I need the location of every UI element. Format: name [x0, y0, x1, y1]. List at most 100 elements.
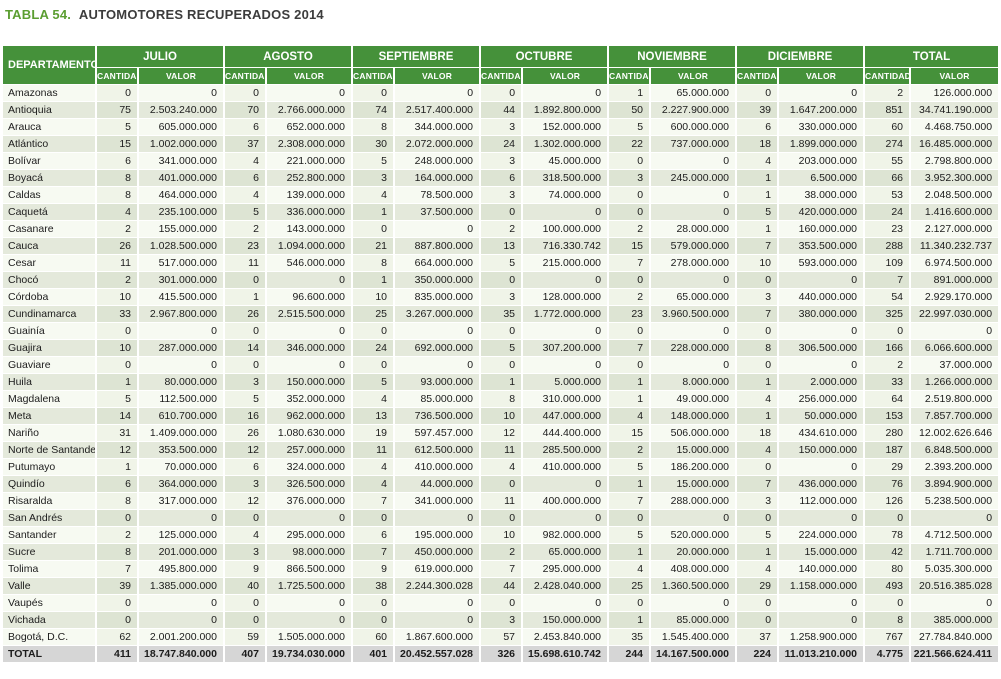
valor-cell: 0	[523, 204, 608, 220]
valor-cell: 112.500.000	[139, 391, 223, 407]
valor-cell: 307.200.000	[523, 340, 608, 356]
cantidad-cell: 0	[481, 85, 522, 101]
cantidad-cell: 0	[865, 510, 910, 526]
cantidad-cell: 16	[225, 408, 265, 424]
cantidad-cell: 6	[481, 170, 522, 186]
cantidad-cell: 11	[353, 442, 394, 458]
cantidad-cell: 0	[609, 187, 650, 203]
cantidad-cell: 4	[737, 561, 778, 577]
cantidad-cell: 0	[353, 595, 394, 611]
table-row: Bogotá, D.C. 62 2.001.200.000 59 1.505.000.0…	[3, 629, 999, 645]
cantidad-cell: 6	[353, 527, 394, 543]
valor-cell: 228.000.000	[651, 340, 736, 356]
department-cell: Guaviare	[3, 357, 95, 373]
valor-cell: 982.000.000	[523, 527, 608, 543]
cantidad-cell: 5	[481, 255, 522, 271]
valor-cell: 610.700.000	[139, 408, 223, 424]
cantidad-cell: 280	[865, 425, 910, 441]
valor-cell: 0	[139, 510, 223, 526]
cantidad-cell: 24	[353, 340, 394, 356]
department-cell: Meta	[3, 408, 95, 424]
cantidad-cell: 57	[481, 629, 522, 645]
cantidad-cell: 0	[609, 357, 650, 373]
valor-cell: 835.000.000	[395, 289, 480, 305]
department-cell: Risaralda	[3, 493, 95, 509]
valor-cell: 50.000.000	[779, 408, 864, 424]
valor-cell: 1.158.000.000	[779, 578, 864, 594]
valor-cell: 962.000.000	[267, 408, 352, 424]
valor-cell: 0	[395, 612, 480, 628]
cantidad-cell: 39	[97, 578, 137, 594]
valor-cell: 150.000.000	[779, 442, 864, 458]
cantidad-cell: 2	[865, 357, 910, 373]
table-row: Nariño 31 1.409.000.000 26 1.080.630.000 19 59…	[3, 425, 999, 441]
cantidad-cell: 3	[481, 612, 522, 628]
cantidad-cell: 0	[225, 510, 265, 526]
cantidad-cell: 0	[353, 323, 394, 339]
valor-cell: 257.000.000	[267, 442, 352, 458]
cantidad-cell: 0	[865, 595, 910, 611]
cantidad-cell: 14	[225, 340, 265, 356]
cantidad-cell: 166	[865, 340, 910, 356]
table-row: San Andrés 0 0 0 0 0 0 0 0 0 0 0 0 0 0	[3, 510, 999, 526]
cantidad-cell: 2	[481, 544, 522, 560]
valor-cell: 85.000.000	[395, 391, 480, 407]
valor-cell: 612.500.000	[395, 442, 480, 458]
cantidad-cell: 3	[225, 476, 265, 492]
cantidad-cell: 0	[737, 323, 778, 339]
valor-cell: 278.000.000	[651, 255, 736, 271]
cantidad-cell: 2	[97, 272, 137, 288]
cantidad-cell: 30	[353, 136, 394, 152]
valor-cell: 139.000.000	[267, 187, 352, 203]
table-row: Caldas 8 464.000.000 4 139.000.000 4 78.500.00…	[3, 187, 999, 203]
valor-cell: 0	[395, 357, 480, 373]
valor-cell: 0	[779, 272, 864, 288]
cantidad-cell: 37	[225, 136, 265, 152]
cantidad-cell: 3	[737, 289, 778, 305]
cantidad-cell: 7	[737, 238, 778, 254]
valor-cell: 37.500.000	[395, 204, 480, 220]
valor-cell: 6.500.000	[779, 170, 864, 186]
cantidad-cell: 39	[737, 102, 778, 118]
valor-cell: 2.227.900.000	[651, 102, 736, 118]
valor-cell: 440.000.000	[779, 289, 864, 305]
cantidad-cell: 38	[353, 578, 394, 594]
cantidad-cell: 0	[737, 510, 778, 526]
cantidad-cell: 7	[609, 340, 650, 356]
cantidad-cell: 5	[97, 391, 137, 407]
cantidad-cell: 1	[609, 612, 650, 628]
cantidad-cell: 153	[865, 408, 910, 424]
valor-cell: 6.848.500.000	[911, 442, 999, 458]
valor-cell: 0	[139, 323, 223, 339]
cantidad-cell: 0	[225, 595, 265, 611]
valor-cell: 887.800.000	[395, 238, 480, 254]
cantidad-cell: 14	[97, 408, 137, 424]
valor-cell: 447.000.000	[523, 408, 608, 424]
valor-cell: 716.330.742	[523, 238, 608, 254]
valor-cell: 150.000.000	[523, 612, 608, 628]
cantidad-cell: 0	[225, 85, 265, 101]
department-cell: Valle	[3, 578, 95, 594]
valor-cell: 0	[395, 595, 480, 611]
valor-cell: 19.734.030.000	[267, 646, 352, 662]
cantidad-cell: 15	[97, 136, 137, 152]
cantidad-cell: 8	[97, 493, 137, 509]
cantidad-cell: 1	[609, 476, 650, 492]
cantidad-cell: 54	[865, 289, 910, 305]
valor-cell: 0	[523, 595, 608, 611]
valor-cell: 125.000.000	[139, 527, 223, 543]
department-cell: Arauca	[3, 119, 95, 135]
valor-cell: 344.000.000	[395, 119, 480, 135]
cantidad-cell: 5	[609, 527, 650, 543]
cantidad-cell: 0	[353, 357, 394, 373]
cantidad-cell: 2	[865, 85, 910, 101]
valor-cell: 0	[267, 323, 352, 339]
valor-cell: 221.000.000	[267, 153, 352, 169]
department-cell: Amazonas	[3, 85, 95, 101]
cantidad-cell: 1	[737, 221, 778, 237]
table-row: Cundinamarca 33 2.967.800.000 26 2.515.500.0…	[3, 306, 999, 322]
cantidad-cell: 0	[737, 357, 778, 373]
valor-cell: 96.600.000	[267, 289, 352, 305]
valor-cell: 256.000.000	[779, 391, 864, 407]
cantidad-cell: 1	[609, 544, 650, 560]
